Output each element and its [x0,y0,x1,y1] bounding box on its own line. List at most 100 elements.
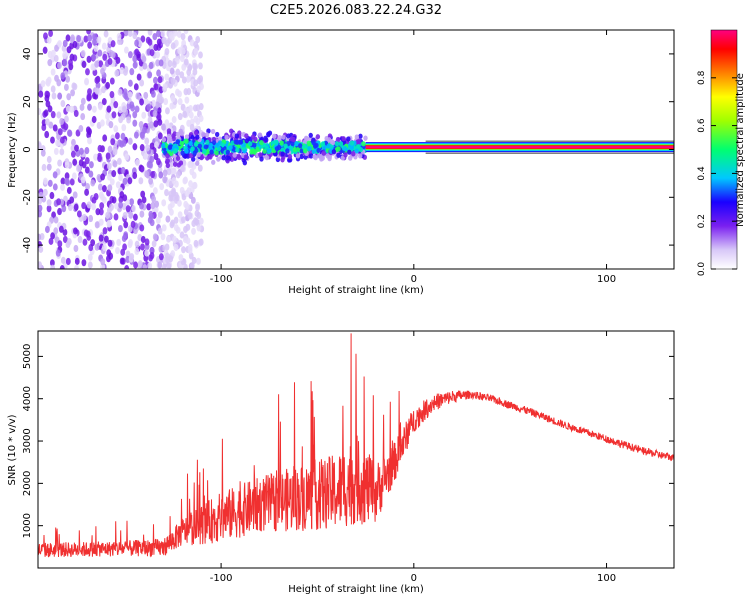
spectrogram-cell [274,146,280,152]
colorbar-tick-label: 0.2 [697,214,707,228]
spectrogram-cell [82,238,88,246]
spectrogram-cell [115,181,121,189]
spectrogram-cell [74,264,79,269]
spectrogram-cell [173,243,179,252]
spectrogram-cell [155,216,161,225]
spectrogram-cell [169,102,175,110]
spectrogram-cell [52,171,58,179]
spectrogram-cell [190,196,196,204]
spectrogram-cell [193,40,199,49]
spectrogram-cell [50,264,56,269]
spectrogram-cell [181,76,187,84]
spectrogram-cell [139,79,145,87]
spectrogram-cell [113,101,119,109]
spectrogram-cell [196,152,201,158]
spectrogram-cell [87,41,93,49]
spectrogram-cell [161,264,167,269]
spectrogram-cell [46,36,52,44]
spectrogram-cell [172,161,178,167]
spectrogram-cell [139,165,145,173]
spectrogram-cell [266,148,272,154]
spectrogram-cell [66,237,72,246]
x-tick-label: 100 [597,573,616,584]
spectrogram-cell [166,133,172,139]
spectrogram-cell [237,154,242,161]
spectrogram-cell [129,198,135,206]
spectrogram-cell [70,89,75,97]
spectrogram-cell [160,233,166,241]
spectrogram-cell [184,134,190,140]
spectrogram-cell [164,243,170,251]
spectrogram-cell [76,210,82,218]
spectrogram-cell [49,191,55,200]
spectrogram-cell [106,162,112,170]
spectrogram-cell [45,100,51,108]
spectrogram-cell [94,60,100,68]
spectrogram-cell [133,213,138,221]
spectrogram-cell [189,261,195,269]
spectrogram-cell [127,137,133,145]
spectrogram-cell [202,148,207,154]
spectrogram-cell [140,243,145,251]
spectrogram-cell [132,171,138,180]
spectrogram-cell [181,246,186,254]
spectrogram-cell [55,249,61,257]
spectrogram-cell [153,152,159,161]
spectrogram-cell [140,35,146,43]
spectrogram-cell [125,250,131,258]
spectrogram-cell [349,140,355,146]
spectrogram-cell [119,140,125,148]
spectrogram-cell [299,153,304,160]
spectrogram-cell [140,235,146,244]
spectrogram-panel: -100 0 100 -40 -20 0 20 40 Height of straight l… [7,29,675,296]
spectrogram-cell [167,144,173,150]
spectrogram-cell [132,31,138,40]
spectrogram-cell [179,231,185,239]
spectrogram-cell [118,173,123,182]
spectrogram-cell [259,156,264,162]
spectrogram-cell [179,71,185,79]
spectrogram-cell [80,112,86,121]
spectrogram-cell [304,136,310,142]
spectrogram-cell [326,143,331,149]
snr-frame [37,330,675,569]
spectrogram-cell [161,123,166,131]
spectrogram-cell [132,61,138,69]
spectrogram-cell [175,68,181,76]
spectrogram-cell [121,234,127,243]
spectrogram-cell [92,105,97,113]
spectrogram-cell [115,246,120,255]
spectrogram-cell [62,39,68,48]
spectrogram-cell [166,235,171,243]
spectrogram-cell [50,111,56,119]
spectrogram-cell [264,145,269,151]
spectrogram-cell [94,76,100,84]
spectrogram-cell [252,142,257,148]
spectrogram-cell [152,33,158,41]
spectrogram-cell [128,211,134,219]
spectrogram-cell [208,142,213,148]
spectrogram-cell [198,51,203,59]
spectrogram-cell [165,107,170,115]
spectrogram-cell [144,137,150,145]
spectrogram-cell [144,170,150,178]
spectrogram-cell [149,49,155,57]
spectrogram-cell [38,90,44,98]
spectrogram-cell [147,262,153,269]
spectrogram-cell [186,68,192,76]
spectrogram-cell [175,226,181,234]
spectrogram-cell [86,94,92,102]
spectrogram-cell [60,177,66,185]
spectrogram-cell [228,144,233,151]
chart-title: C2E5.2026.083.22.24.G32 [270,3,442,18]
spectrogram-cell [225,155,230,161]
spectrogram-cell [192,150,198,156]
spectrogram-cell [66,93,72,101]
spectrogram-cell [54,74,59,82]
spectrogram-y-label: Frequency (Hz) [7,112,18,188]
spectrogram-cell [320,141,326,147]
spectrogram-cell [118,224,123,233]
spectrogram-cell [259,140,264,146]
spectrogram-cell [130,220,136,228]
spectrogram-cell [283,143,288,149]
